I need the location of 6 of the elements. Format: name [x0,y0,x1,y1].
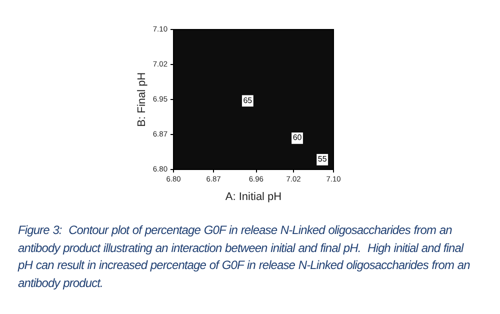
x-axis-title: A: Initial pH [225,191,282,203]
annotation: 60 [292,133,302,142]
caption: Figure 3: Contour plot of percentage G0F in release N-Linked oligosaccharides from an antibody product illustrating an interaction between initial and final pH. High initial and final pH can result in increased percentage of G0F in release N-Linked oligosaccharides from an antibody product. [18,222,471,292]
annotation: 55 [318,154,328,164]
y-axis-title: B: Final pH [136,72,148,127]
annotation: 65 [243,96,253,105]
